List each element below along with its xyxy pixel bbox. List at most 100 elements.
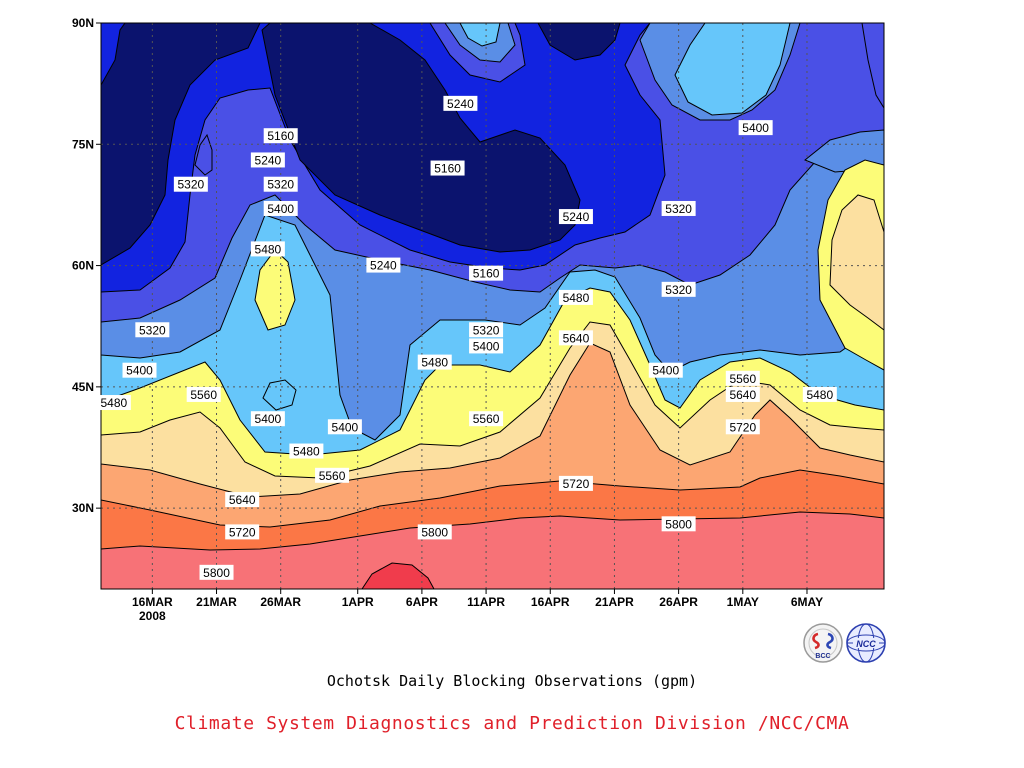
contour-label-bg: [558, 209, 593, 225]
fill-band-5640-patch-north: [829, 194, 884, 331]
contour-label-bg: [366, 257, 401, 273]
contour-label: 5240: [370, 259, 397, 273]
fill-band-5560-patch-west: [254, 249, 296, 331]
contour-label-bg: [250, 152, 285, 168]
contour-label-bg: [661, 281, 696, 297]
contour-label: 5480: [563, 291, 590, 305]
chart-title: Ochotsk Daily Blocking Observations (gpm…: [326, 672, 698, 690]
contour-label: 5320: [473, 323, 500, 337]
contour-label: 5160: [267, 129, 294, 143]
contour-label-bg: [725, 386, 760, 402]
contour-label: 5320: [139, 323, 166, 337]
contour-label: 5400: [267, 202, 294, 216]
fill-band-5240-north-patch: [101, 23, 126, 87]
contour-label-bg: [558, 289, 593, 305]
contour-label-bg: [802, 386, 837, 402]
x-tick-label: 26MAR: [260, 595, 301, 609]
y-tick-label: 30N: [72, 501, 94, 515]
contour-label-bg: [725, 419, 760, 435]
contour-label-bg: [289, 443, 324, 459]
contour-label-bg: [443, 95, 478, 111]
contour-label: 5400: [126, 364, 153, 378]
contour-label-bg: [173, 176, 208, 192]
contour-label: 5560: [319, 469, 346, 483]
contour-label: 5400: [473, 339, 500, 353]
contour-label: 5160: [434, 162, 461, 176]
contour-label-bg: [327, 419, 362, 435]
y-tick-label: 45N: [72, 380, 94, 394]
bcc-logo: BCC: [803, 623, 843, 663]
fill-band-5320-patch-west: [194, 133, 213, 176]
contour-label: 5640: [729, 388, 756, 402]
contour-label: 5560: [729, 372, 756, 386]
contour-label-bg: [469, 322, 504, 338]
contour-label: 5480: [806, 388, 833, 402]
fill-band-5480-patch-south: [262, 379, 297, 411]
contour-label-bg: [661, 200, 696, 216]
plot-area: [101, 23, 884, 589]
y-axis: 30N 45N 60N 75N 90N: [72, 16, 101, 515]
x-tick-label: 1MAY: [727, 595, 759, 609]
contour-label: 5240: [255, 153, 282, 167]
contour-label-bg: [469, 265, 504, 281]
contour-label-bg: [199, 564, 234, 580]
contour-label-bg: [122, 362, 157, 378]
contour-label: 5800: [421, 525, 448, 539]
y-tick-label: 90N: [72, 16, 94, 30]
x-tick-label: 21APR: [595, 595, 634, 609]
contour-label: 5320: [665, 202, 692, 216]
contour-label-bg: [430, 160, 465, 176]
contour-label-bg: [469, 411, 504, 427]
contour-label: 5400: [255, 412, 282, 426]
contour-label-bg: [96, 395, 131, 411]
contour-label-bg: [725, 370, 760, 386]
contour-label-bg: [225, 524, 260, 540]
contour-label: 5240: [447, 97, 474, 111]
contour-label-bg: [250, 411, 285, 427]
x-tick-label: 16MAR: [132, 595, 173, 609]
contour-label-bg: [135, 322, 170, 338]
contour-label-bg: [469, 338, 504, 354]
contour-label-bg: [417, 354, 452, 370]
contour-label: 5400: [332, 420, 359, 434]
contour-label: 5800: [665, 517, 692, 531]
x-tick-label: 21MAR: [196, 595, 237, 609]
contour-label: 5800: [203, 566, 230, 580]
credit-line: Climate System Diagnostics and Predictio…: [174, 713, 850, 734]
bcc-logo-text: BCC: [815, 653, 830, 660]
contour-label-bg: [558, 330, 593, 346]
fill-band-5880-south: [361, 562, 435, 589]
contour-label: 5640: [563, 331, 590, 345]
contour-label-bg: [263, 176, 298, 192]
contour-label-bg: [315, 467, 350, 483]
contour-label: 5240: [563, 210, 590, 224]
x-tick-label: 11APR: [467, 595, 505, 609]
contour-label-bg: [648, 362, 683, 378]
y-tick-label: 60N: [72, 259, 94, 273]
contour-label: 5480: [421, 356, 448, 370]
contour-label: 5480: [293, 445, 320, 459]
ncc-logo: NCC: [846, 623, 886, 663]
contour-label: 5480: [100, 396, 127, 410]
contour-label: 5480: [255, 242, 282, 256]
contour-label: 5560: [190, 388, 217, 402]
contour-label: 5560: [473, 412, 500, 426]
contour-label-bg: [417, 524, 452, 540]
grid-lines: [101, 23, 884, 589]
fill-band-5480-north-patch: [459, 23, 791, 116]
x-tick-sublabel: 2008: [139, 609, 166, 623]
contour-label-bg: [661, 516, 696, 532]
contour-label: 5400: [742, 121, 769, 135]
contour-label-bg: [186, 386, 221, 402]
contour-label: 5720: [229, 525, 256, 539]
contour-label-bg: [738, 120, 773, 136]
y-tick-label: 75N: [72, 137, 94, 151]
contour-label: 5160: [473, 267, 500, 281]
contour-label: 5720: [729, 420, 756, 434]
contour-label-bg: [263, 128, 298, 144]
contour-label: 5320: [267, 178, 294, 192]
contour-label-bg: [250, 241, 285, 257]
contour-label-bg: [558, 475, 593, 491]
